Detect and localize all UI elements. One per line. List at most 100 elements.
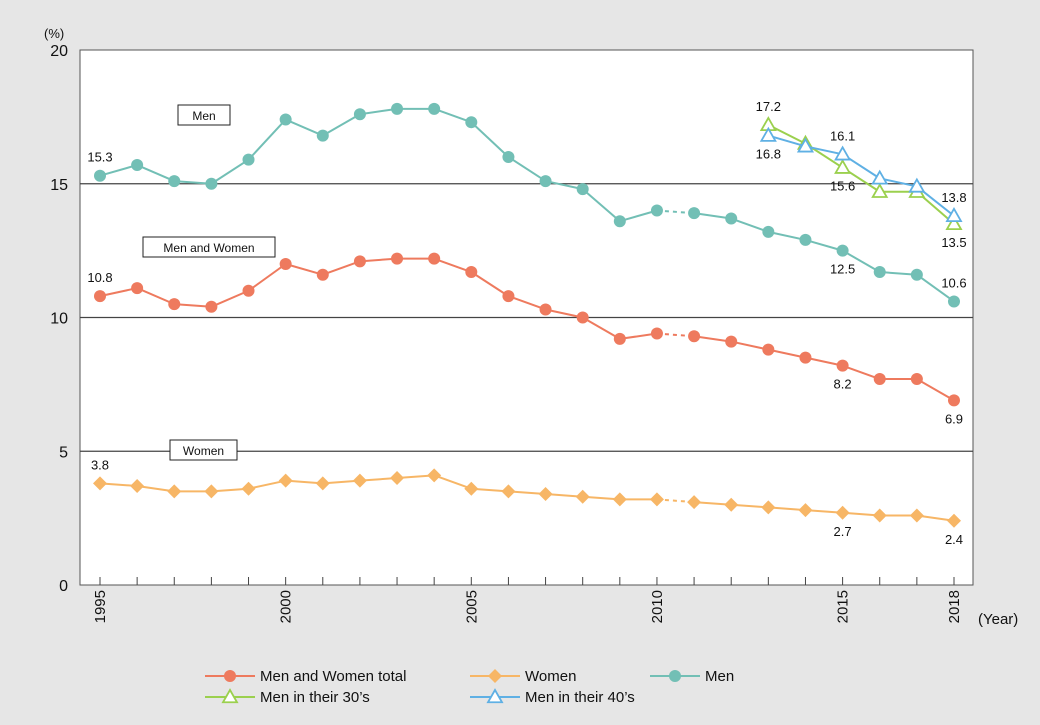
data-point <box>539 303 552 316</box>
series-line-segment <box>656 209 695 215</box>
series-line-segment <box>248 479 286 490</box>
series-line-segment <box>433 474 472 490</box>
series-line-segment <box>916 378 955 402</box>
series-line-segment <box>545 308 583 319</box>
data-point <box>798 503 813 518</box>
data-point <box>873 266 886 279</box>
series-line-segment <box>916 273 955 303</box>
series-line-segment <box>322 260 361 276</box>
data-point <box>391 252 404 265</box>
series-line-segment <box>174 303 212 308</box>
y-tick-label-10: 10 <box>50 311 68 328</box>
data-point <box>834 145 852 161</box>
data-label: 13.5 <box>941 235 966 250</box>
data-point <box>279 258 292 270</box>
series-line-segment <box>285 118 324 137</box>
series-line-segment <box>582 188 621 222</box>
y-axis: (%) 0 5 10 15 20 <box>44 26 68 595</box>
data-point <box>835 505 850 520</box>
data-point <box>316 268 329 281</box>
boxed-label-men-and-women: Men and Women <box>142 236 276 258</box>
legend-label: Men <box>705 668 734 685</box>
data-label: 15.3 <box>87 150 112 165</box>
data-point <box>762 343 775 356</box>
boxed-label-women: Women <box>169 439 238 461</box>
data-label: 16.8 <box>756 147 781 162</box>
data-point <box>94 169 106 182</box>
data-label: 17.2 <box>756 99 781 114</box>
data-point <box>947 295 960 308</box>
y-tick-label-20: 20 <box>50 43 68 60</box>
legend-item-men-in-their-30-s: Men in their 30’s <box>205 688 370 706</box>
data-point <box>315 476 330 491</box>
data-point <box>834 158 852 174</box>
data-point <box>390 471 405 485</box>
y-unit-label: (%) <box>44 26 64 41</box>
data-point <box>799 233 812 246</box>
series-line-segment <box>470 271 509 297</box>
data-point <box>872 508 887 523</box>
data-point <box>687 495 702 510</box>
y-tick-label-15: 15 <box>50 177 68 194</box>
series-line-segment <box>916 514 955 522</box>
data-label: 15.6 <box>830 179 855 194</box>
data-point <box>759 126 777 142</box>
data-point <box>205 300 218 313</box>
series-line-segment <box>359 107 398 116</box>
legend-item-men: Men <box>650 668 734 685</box>
data-point <box>94 290 106 303</box>
data-point <box>688 207 701 220</box>
legend-label: Women <box>525 668 576 685</box>
series-line-segment <box>730 340 769 351</box>
series-line-segment <box>619 332 658 340</box>
data-point <box>945 207 963 223</box>
series-men-and-women-total <box>94 252 960 407</box>
data-point <box>353 255 366 268</box>
y-tick-label-0: 0 <box>59 578 68 595</box>
data-label: 13.8 <box>941 190 966 205</box>
series-line-segment <box>805 145 843 156</box>
boxed-label-text: Women <box>183 444 224 458</box>
series-line-segment <box>136 287 175 306</box>
series-line-segment <box>842 364 881 380</box>
series-line-segment <box>693 212 732 220</box>
data-point <box>428 252 441 265</box>
series-line-segment <box>99 164 138 177</box>
series-line-segment <box>210 289 249 308</box>
data-point <box>576 311 589 324</box>
series-line-segment <box>470 121 510 158</box>
series-line-segment <box>359 257 398 263</box>
data-point <box>576 183 589 196</box>
data-point <box>836 359 849 372</box>
data-point <box>241 481 256 496</box>
x-tick-label-2000: 2000 <box>278 590 295 623</box>
series-layer <box>93 102 963 528</box>
series-line-segment <box>507 156 547 182</box>
series-men <box>94 102 960 308</box>
series-women <box>93 468 961 528</box>
legend-item-women: Women <box>470 668 576 685</box>
series-boxed-labels: Men Men and Women Women <box>142 104 276 461</box>
data-point <box>761 500 776 515</box>
data-point <box>316 129 329 142</box>
data-point <box>93 476 107 491</box>
data-point <box>650 204 663 217</box>
series-line-segment <box>730 217 769 233</box>
data-label: 10.6 <box>941 275 966 290</box>
data-point <box>167 484 182 499</box>
data-point <box>688 330 701 343</box>
legend-label: Men in their 40’s <box>525 689 635 706</box>
data-point <box>242 284 255 297</box>
data-point <box>428 102 441 115</box>
series-line-segment <box>508 295 546 311</box>
data-label: 10.8 <box>87 270 112 285</box>
series-line-segment <box>247 263 287 292</box>
data-point <box>279 113 292 126</box>
data-point <box>725 212 738 225</box>
boxed-label-text: Men <box>192 109 215 123</box>
data-point <box>465 116 478 129</box>
series-line-segment <box>879 271 917 276</box>
data-point <box>464 481 479 496</box>
x-tick-label-2005: 2005 <box>463 590 480 623</box>
series-line-segment <box>433 257 472 273</box>
